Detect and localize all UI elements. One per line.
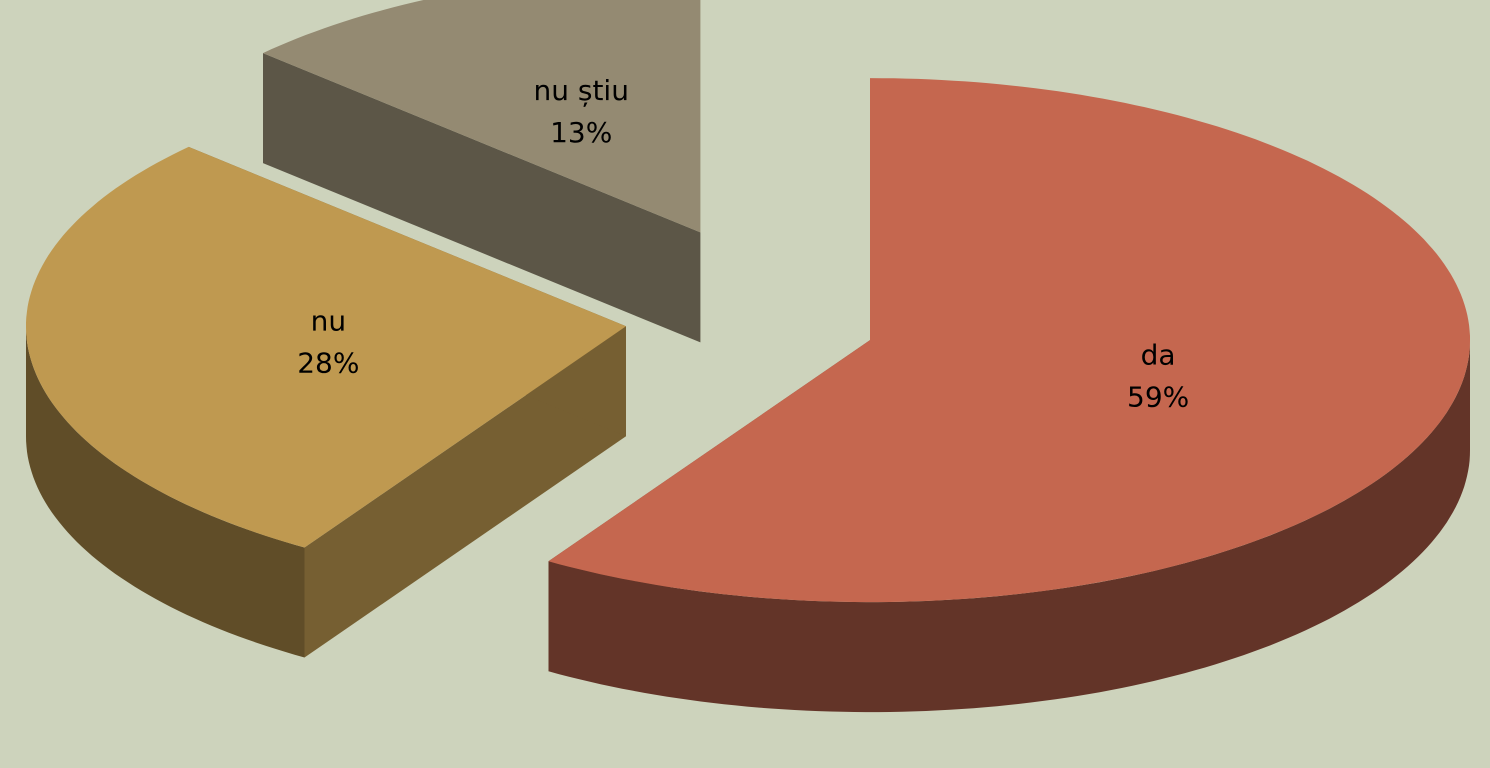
pie-slice [263, 0, 701, 233]
slice-label: nu știu [533, 74, 628, 107]
slice-side [548, 340, 1470, 713]
slice: da 59% [548, 78, 1470, 713]
slice-side [304, 326, 626, 658]
slice-label: da [1141, 339, 1176, 372]
pie-slice [548, 78, 1470, 603]
pie-slice [26, 146, 626, 548]
slice-side [26, 326, 305, 658]
slice-value-label: 13% [550, 116, 612, 149]
slice-side [263, 53, 701, 343]
slice-value-label: 59% [1127, 381, 1189, 414]
slice-label: nu [311, 305, 347, 338]
slice: nu știu 13% [263, 0, 701, 343]
slice: nu 28% [26, 146, 626, 658]
slice-value-label: 28% [297, 347, 359, 380]
